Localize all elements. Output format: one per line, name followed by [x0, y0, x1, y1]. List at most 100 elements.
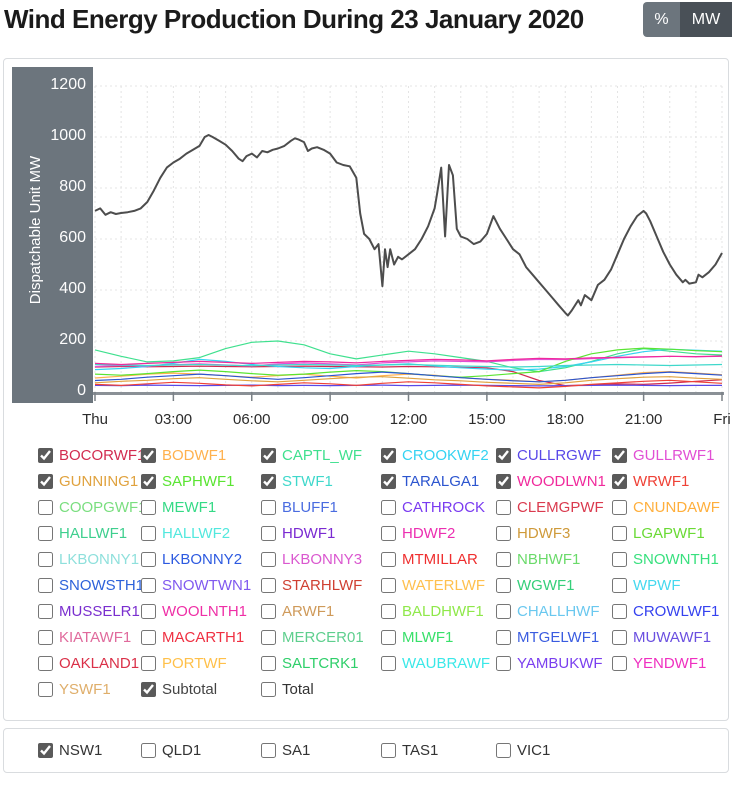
legend-item-yambukwf[interactable]: YAMBUKWF — [496, 655, 612, 672]
legend-item-clemgpwf[interactable]: CLEMGPWF — [496, 499, 612, 516]
checkbox-hdwf3[interactable] — [496, 526, 511, 541]
legend-item-vic1[interactable]: VIC1 — [496, 742, 612, 759]
checkbox-saltcrk1[interactable] — [261, 656, 276, 671]
checkbox-musselr1[interactable] — [38, 604, 53, 619]
checkbox-mlwf1[interactable] — [381, 630, 396, 645]
legend-item-bocorwf1[interactable]: BOCORWF1 — [38, 447, 145, 464]
legend-item-cullrgwf[interactable]: CULLRGWF — [496, 447, 612, 464]
checkbox-woolnth1[interactable] — [141, 604, 156, 619]
checkbox-starhlwf[interactable] — [261, 578, 276, 593]
legend-item-lkbonny3[interactable]: LKBONNY3 — [261, 551, 381, 568]
checkbox-gullrwf1[interactable] — [612, 448, 627, 463]
legend-item-saphwf1[interactable]: SAPHWF1 — [141, 473, 261, 490]
legend-item-lkbonny1[interactable]: LKBONNY1 — [38, 551, 141, 568]
legend-item-nsw1[interactable]: NSW1 — [38, 742, 141, 759]
legend-item-waterlwf[interactable]: WATERLWF — [381, 577, 496, 594]
legend-item-macarth1[interactable]: MACARTH1 — [141, 629, 261, 646]
checkbox-wpwf[interactable] — [612, 578, 627, 593]
checkbox-arwf1[interactable] — [261, 604, 276, 619]
checkbox-saphwf1[interactable] — [141, 474, 156, 489]
legend-item-hdwf1[interactable]: HDWF1 — [261, 525, 381, 542]
checkbox-hdwf1[interactable] — [261, 526, 276, 541]
checkbox-taralga1[interactable] — [381, 474, 396, 489]
checkbox-yendwf1[interactable] — [612, 656, 627, 671]
legend-item-hallwf2[interactable]: HALLWF2 — [141, 525, 261, 542]
legend-item-lgapwf1[interactable]: LGAPWF1 — [612, 525, 722, 542]
checkbox-oakland1[interactable] — [38, 656, 53, 671]
checkbox-snowsth1[interactable] — [38, 578, 53, 593]
checkbox-waubrawf[interactable] — [381, 656, 396, 671]
checkbox-cathrock[interactable] — [381, 500, 396, 515]
checkbox-stwf1[interactable] — [261, 474, 276, 489]
checkbox-muwawf1[interactable] — [612, 630, 627, 645]
checkbox-snownth1[interactable] — [612, 552, 627, 567]
legend-item-cnundawf[interactable]: CNUNDAWF — [612, 499, 722, 516]
legend-item-gullrwf1[interactable]: GULLRWF1 — [612, 447, 722, 464]
checkbox-coopgwf1[interactable] — [38, 500, 53, 515]
checkbox-mtmillar[interactable] — [381, 552, 396, 567]
legend-item-wpwf[interactable]: WPWF — [612, 577, 722, 594]
checkbox-mtgelwf1[interactable] — [496, 630, 511, 645]
legend-item-hdwf2[interactable]: HDWF2 — [381, 525, 496, 542]
legend-item-snowsth1[interactable]: SNOWSTH1 — [38, 577, 144, 594]
legend-item-taralga1[interactable]: TARALGA1 — [381, 473, 496, 490]
checkbox-cullrgwf[interactable] — [496, 448, 511, 463]
legend-item-stwf1[interactable]: STWF1 — [261, 473, 381, 490]
checkbox-nbhwf1[interactable] — [496, 552, 511, 567]
legend-item-qld1[interactable]: QLD1 — [141, 742, 261, 759]
legend-item-arwf1[interactable]: ARWF1 — [261, 603, 381, 620]
checkbox-crowlwf1[interactable] — [612, 604, 627, 619]
legend-item-saltcrk1[interactable]: SALTCRK1 — [261, 655, 381, 672]
legend-item-mercer01[interactable]: MERCER01 — [261, 629, 381, 646]
legend-item-challhwf[interactable]: CHALLHWF — [496, 603, 612, 620]
legend-item-snowtwn1[interactable]: SNOWTWN1 — [141, 577, 261, 594]
checkbox-crookwf2[interactable] — [381, 448, 396, 463]
checkbox-hallwf2[interactable] — [141, 526, 156, 541]
checkbox-gunning1[interactable] — [38, 474, 53, 489]
legend-item-starhlwf[interactable]: STARHLWF — [261, 577, 381, 594]
mw-toggle-button[interactable]: MW — [680, 2, 732, 37]
checkbox-portwf[interactable] — [141, 656, 156, 671]
legend-item-woolnth1[interactable]: WOOLNTH1 — [141, 603, 261, 620]
checkbox-subtotal[interactable] — [141, 682, 156, 697]
checkbox-qld1[interactable] — [141, 743, 156, 758]
legend-item-mtmillar[interactable]: MTMILLAR — [381, 551, 496, 568]
checkbox-hallwf1[interactable] — [38, 526, 53, 541]
legend-item-cathrock[interactable]: CATHROCK — [381, 499, 496, 516]
checkbox-lkbonny3[interactable] — [261, 552, 276, 567]
checkbox-macarth1[interactable] — [141, 630, 156, 645]
legend-item-kiatawf1[interactable]: KIATAWF1 — [38, 629, 141, 646]
legend-item-hdwf3[interactable]: HDWF3 — [496, 525, 612, 542]
checkbox-captl_wf[interactable] — [261, 448, 276, 463]
legend-item-hallwf1[interactable]: HALLWF1 — [38, 525, 141, 542]
legend-item-wrwf1[interactable]: WRWF1 — [612, 473, 722, 490]
checkbox-waterlwf[interactable] — [381, 578, 396, 593]
legend-item-musselr1[interactable]: MUSSELR1 — [38, 603, 141, 620]
legend-item-captl_wf[interactable]: CAPTL_WF — [261, 447, 381, 464]
checkbox-bodwf1[interactable] — [141, 448, 156, 463]
legend-item-gunning1[interactable]: GUNNING1 — [38, 473, 141, 490]
legend-item-bodwf1[interactable]: BODWF1 — [141, 447, 261, 464]
legend-item-total[interactable]: Total — [261, 681, 381, 698]
legend-item-mtgelwf1[interactable]: MTGELWF1 — [496, 629, 612, 646]
legend-item-snownth1[interactable]: SNOWNTH1 — [612, 551, 722, 568]
legend-item-oakland1[interactable]: OAKLAND1 — [38, 655, 141, 672]
legend-item-yendwf1[interactable]: YENDWF1 — [612, 655, 722, 672]
checkbox-woodlwn1[interactable] — [496, 474, 511, 489]
checkbox-hdwf2[interactable] — [381, 526, 396, 541]
checkbox-yswf1[interactable] — [38, 682, 53, 697]
legend-item-portwf[interactable]: PORTWF — [141, 655, 261, 672]
legend-item-crowlwf1[interactable]: CROWLWF1 — [612, 603, 722, 620]
checkbox-cnundawf[interactable] — [612, 500, 627, 515]
checkbox-yambukwf[interactable] — [496, 656, 511, 671]
checkbox-mewf1[interactable] — [141, 500, 156, 515]
legend-item-coopgwf1[interactable]: COOPGWF1 — [38, 499, 147, 516]
legend-item-wgwf1[interactable]: WGWF1 — [496, 577, 612, 594]
legend-item-mlwf1[interactable]: MLWF1 — [381, 629, 496, 646]
legend-item-yswf1[interactable]: YSWF1 — [38, 681, 141, 698]
checkbox-lkbonny1[interactable] — [38, 552, 53, 567]
checkbox-wgwf1[interactable] — [496, 578, 511, 593]
checkbox-wrwf1[interactable] — [612, 474, 627, 489]
legend-item-crookwf2[interactable]: CROOKWF2 — [381, 447, 496, 464]
checkbox-mercer01[interactable] — [261, 630, 276, 645]
